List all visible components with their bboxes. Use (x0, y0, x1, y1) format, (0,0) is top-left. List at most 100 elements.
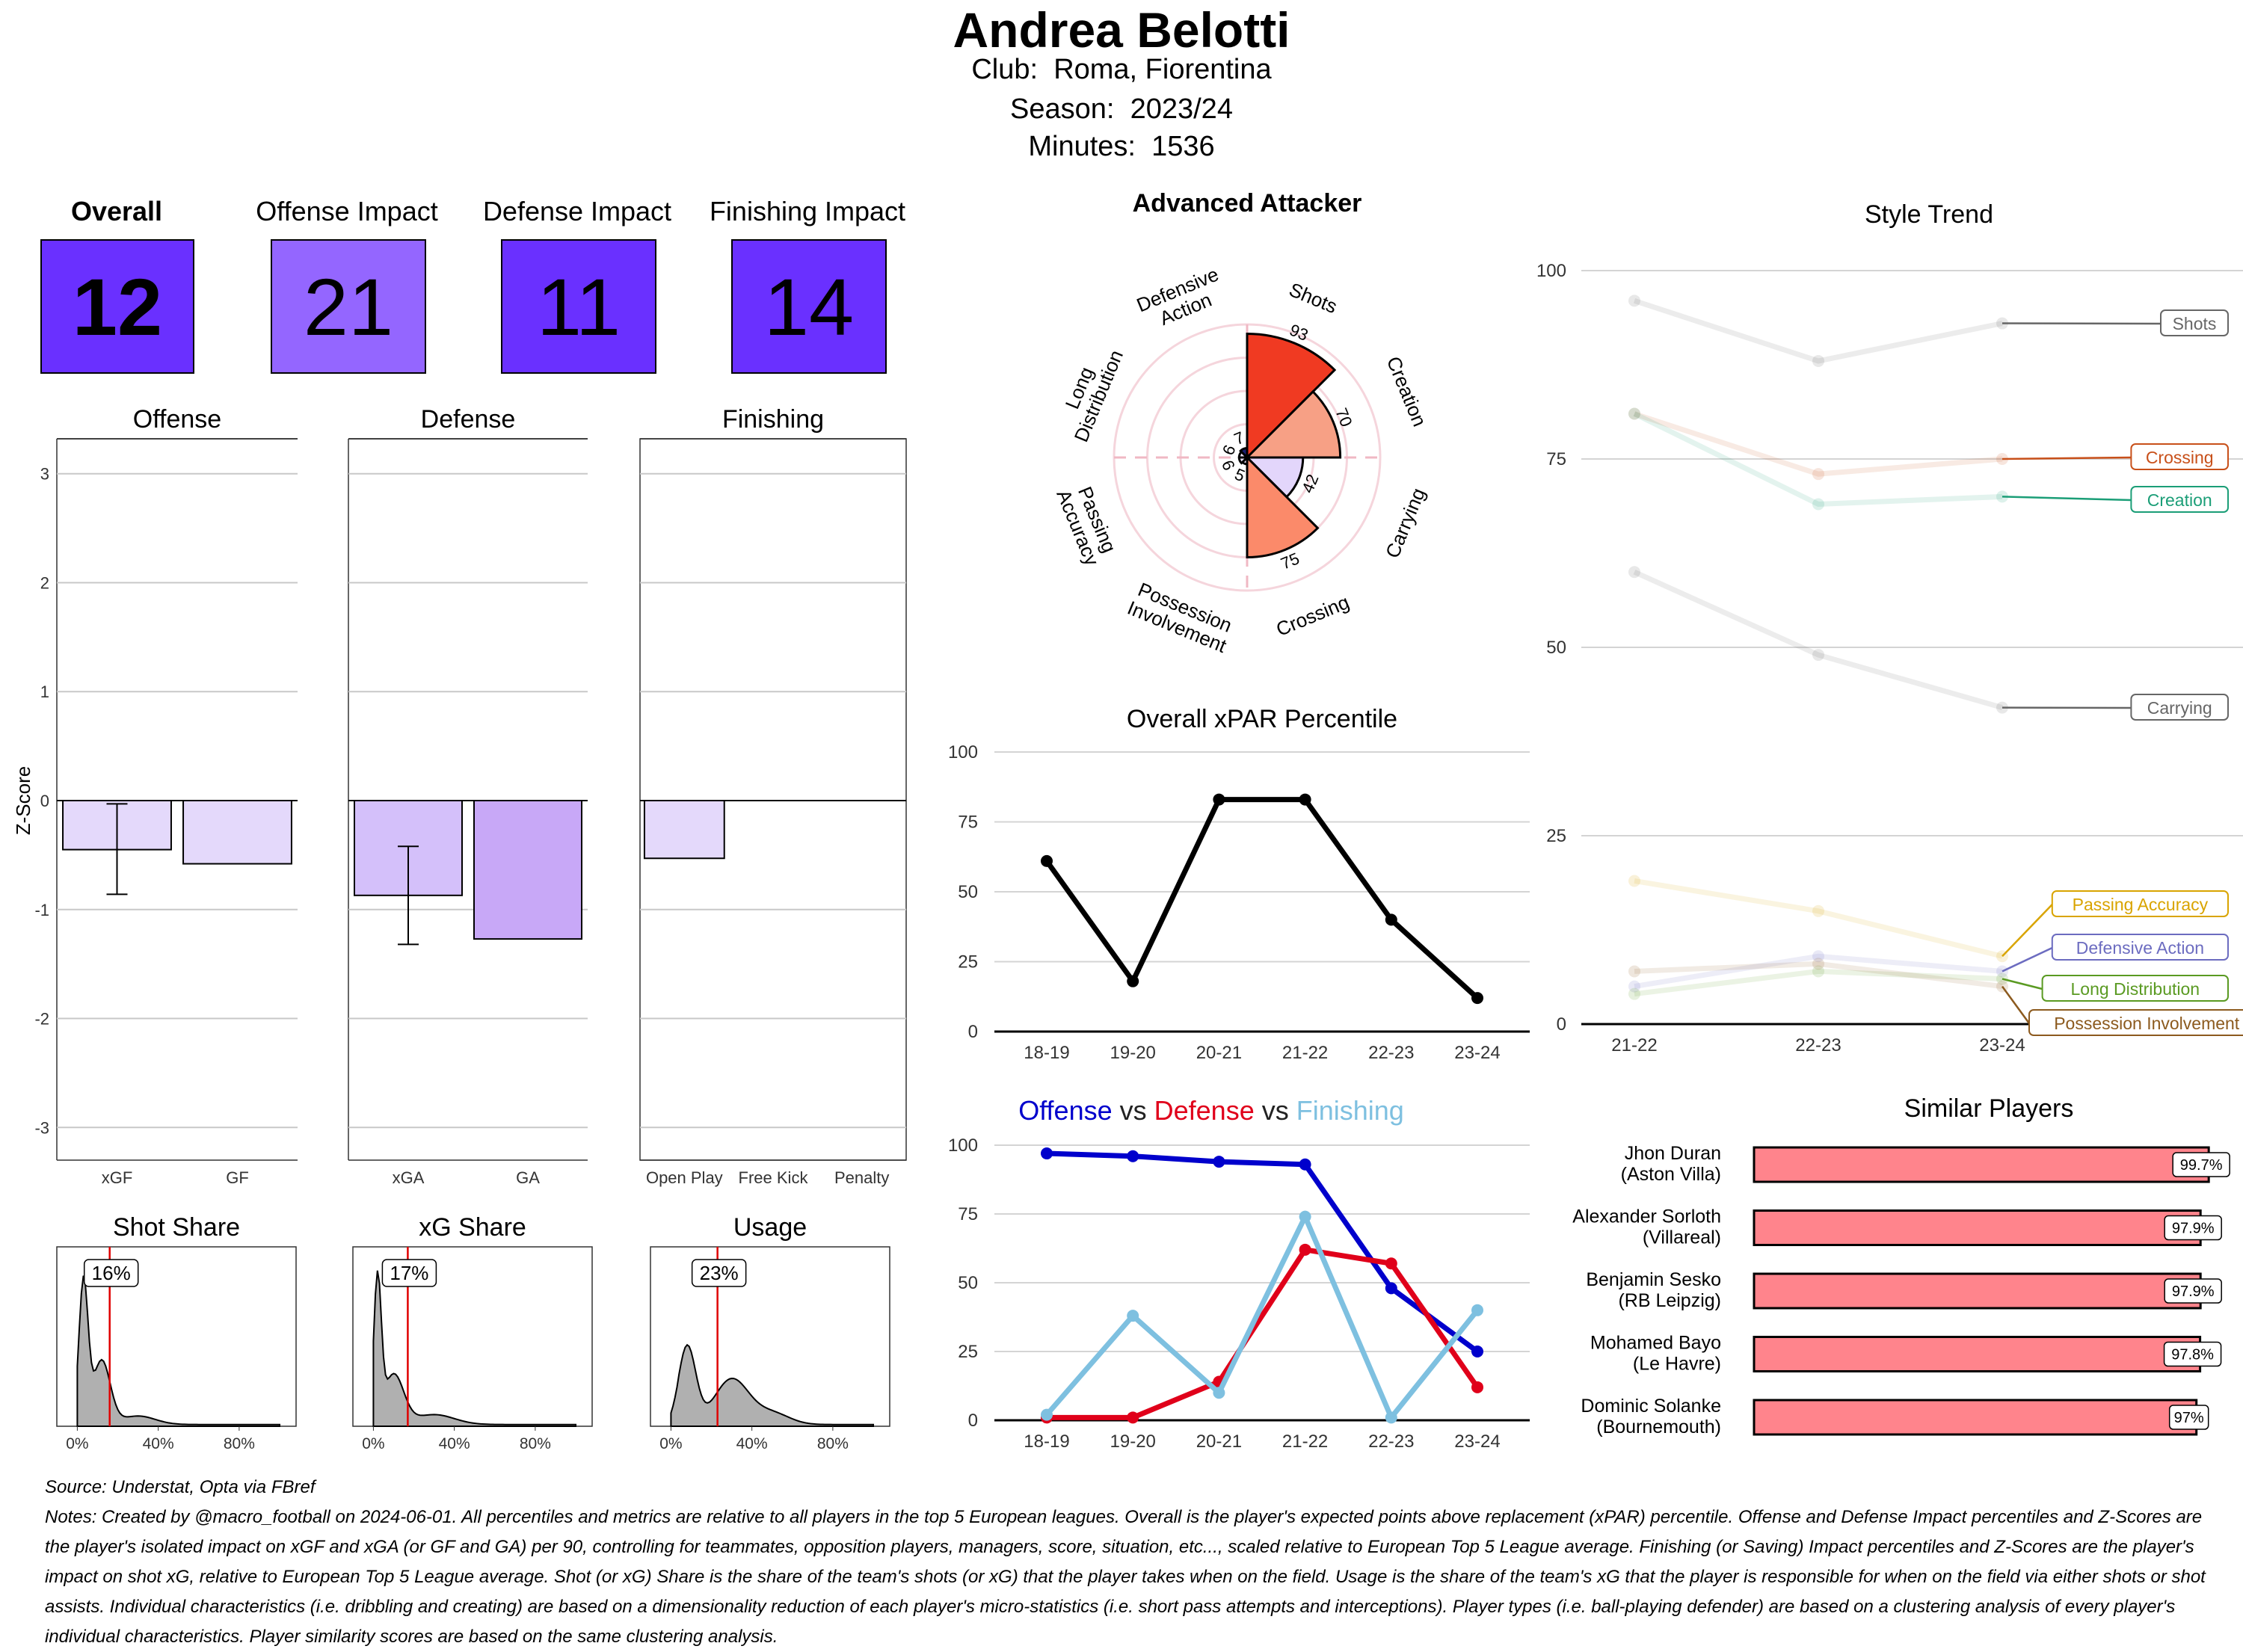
x-tick-label: 80% (224, 1435, 255, 1452)
radar-value-label: 7 (1231, 428, 1247, 449)
style-series-carrying: Carrying (1628, 566, 2228, 720)
x-tick-label: 0% (66, 1435, 88, 1452)
style-label: Shots (2173, 314, 2217, 333)
y-tick-label: 50 (958, 882, 978, 902)
data-point (1471, 1381, 1483, 1393)
data-point (1299, 1159, 1311, 1171)
data-point (1127, 1411, 1139, 1423)
x-tick-label: 20-21 (1196, 1431, 1242, 1452)
panel-title: Finishing (722, 405, 824, 434)
radar-category-label: Creation (1382, 353, 1431, 429)
style-trend-title: Style Trend (1865, 200, 1993, 229)
similarity-label: 97.8% (2171, 1347, 2214, 1363)
style-line (1634, 881, 2002, 956)
style-point (1628, 408, 1640, 420)
similarity-bar (1754, 1337, 2200, 1372)
style-leader-line (2002, 948, 2052, 971)
style-point (1812, 958, 1824, 970)
similarity-label: 99.7% (2180, 1157, 2223, 1174)
marker-label: 23% (700, 1262, 739, 1284)
panel-frame (640, 439, 906, 1160)
style-point (1812, 498, 1824, 510)
data-point (1213, 1387, 1225, 1399)
player-name-label: Jhon Duran (1625, 1143, 1721, 1164)
x-tick-label: 23-24 (1979, 1035, 2025, 1055)
style-line (1634, 414, 2002, 475)
data-point (1299, 794, 1311, 806)
radar-value-label: 5 (1232, 465, 1248, 486)
data-point (1127, 976, 1139, 987)
style-leader-line (2002, 496, 2131, 500)
similarity-bar (1754, 1147, 2209, 1182)
data-point (1213, 1156, 1225, 1168)
similar-player-row: Alexander Sorloth(Villareal)97.9% (1572, 1206, 2221, 1248)
y-tick-label: 0 (968, 1022, 978, 1042)
density-curve (77, 1276, 280, 1426)
player-name-label: (Bournemouth) (1596, 1417, 1721, 1437)
radar-category-label: DefensiveAction (1133, 263, 1230, 336)
x-tick-label: 23-24 (1454, 1431, 1500, 1452)
x-tick-label: 20-21 (1196, 1043, 1242, 1063)
y-tick-label: 100 (948, 1135, 978, 1156)
style-label: Long Distribution (2070, 979, 2200, 999)
similarity-bar (1754, 1400, 2197, 1434)
player-name-label: Mohamed Bayo (1590, 1333, 1721, 1354)
zscore-bar-gf (183, 801, 292, 864)
player-name-label: (Aston Villa) (1621, 1164, 1721, 1185)
x-tick-label: 18-19 (1024, 1043, 1069, 1063)
style-leader-line (2002, 987, 2029, 1023)
style-point (1628, 295, 1640, 306)
radar-category-label: Shots (1286, 278, 1341, 318)
y-tick-label: -1 (34, 901, 49, 919)
style-point (1628, 566, 1640, 578)
source-note: Source: Understat, Opta via FBref (45, 1473, 2228, 1502)
zscore-axis-label: Z-Score (12, 766, 34, 835)
style-label: Passing Accuracy (2073, 895, 2209, 914)
style-line (1634, 572, 2002, 707)
y-tick-label: 3 (40, 465, 49, 484)
series-defense (1041, 1244, 1483, 1423)
style-series-crossing: Crossing (1628, 408, 2228, 481)
similar-player-row: Benjamin Sesko(RB Leipzig)97.9% (1586, 1269, 2221, 1311)
zscore-bar-ga (474, 801, 582, 939)
y-tick-label: 25 (958, 1342, 978, 1362)
panel-title: Defense (421, 405, 516, 434)
style-leader-line (2002, 979, 2043, 989)
x-tick-label: 0% (362, 1435, 384, 1452)
similarity-bar (1754, 1274, 2200, 1308)
x-tick-label: 22-23 (1368, 1431, 1414, 1452)
series-line (1047, 1153, 1477, 1352)
similar-player-row: Dominic Solanke(Bournemouth)97% (1581, 1396, 2208, 1437)
x-tick-label: 22-23 (1368, 1043, 1414, 1063)
y-tick-label: 50 (958, 1273, 978, 1293)
style-point (1812, 355, 1824, 367)
y-tick-label: 100 (1536, 261, 1566, 281)
style-point (1628, 875, 1640, 887)
similarity-label: 97% (2174, 1410, 2204, 1426)
radar-category-label: PassingAccuracy (1052, 478, 1123, 569)
data-point (1385, 1282, 1397, 1294)
x-tick-label: Penalty (834, 1168, 889, 1187)
marker-label: 16% (92, 1262, 131, 1284)
y-tick-label: -3 (34, 1118, 49, 1137)
player-name-label: (Villareal) (1643, 1227, 1721, 1248)
series-offense (1041, 1147, 1483, 1357)
x-tick-label: xGF (102, 1168, 133, 1187)
x-tick-label: 40% (439, 1435, 470, 1452)
y-tick-label: -2 (34, 1010, 49, 1029)
data-point (1127, 1150, 1139, 1162)
data-point (1299, 1244, 1311, 1256)
data-point (1041, 1147, 1053, 1159)
x-tick-label: 21-22 (1611, 1035, 1657, 1055)
x-tick-label: 21-22 (1282, 1043, 1328, 1063)
data-point (1385, 1257, 1397, 1269)
x-tick-label: GF (226, 1168, 249, 1187)
y-tick-label: 75 (1546, 449, 1566, 469)
xpar-title: Overall xPAR Percentile (1127, 705, 1397, 733)
y-tick-label: 75 (958, 1204, 978, 1224)
